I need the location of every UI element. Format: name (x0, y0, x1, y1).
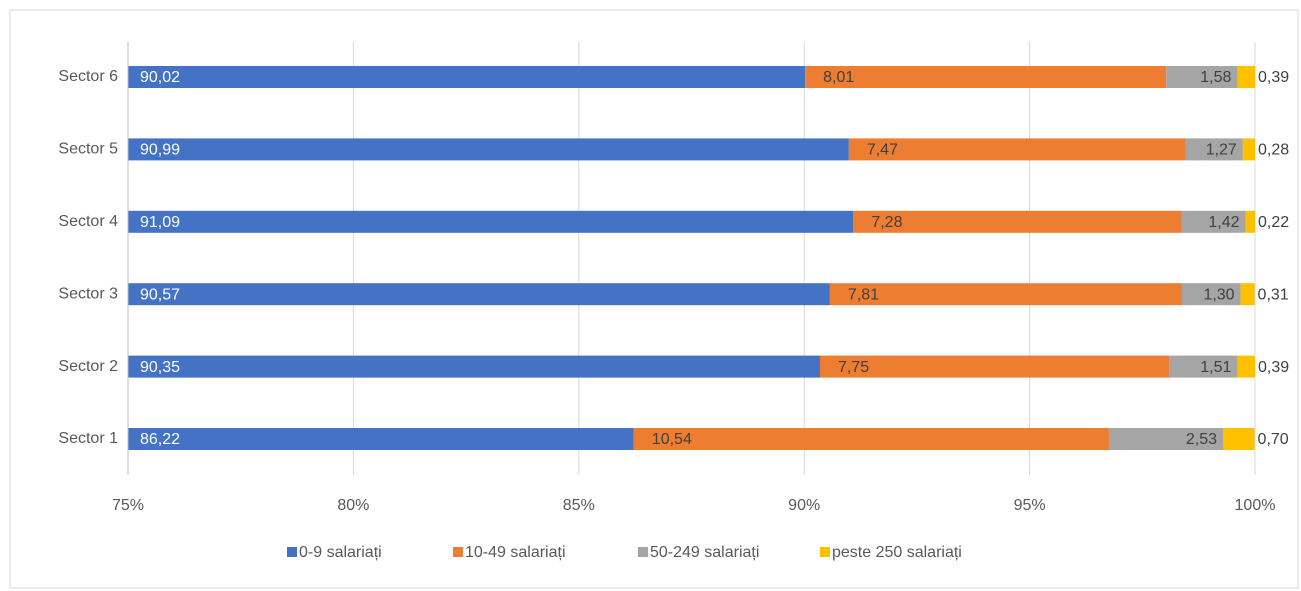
bar-segment (1181, 210, 1246, 233)
data-label: 0,70 (1258, 431, 1289, 448)
data-label: 7,28 (871, 214, 902, 231)
bar-segment (1169, 355, 1238, 378)
bar-segment (1181, 283, 1241, 306)
bar-segment (1166, 66, 1238, 88)
data-label: 1,30 (1203, 286, 1234, 303)
bar-segment (1237, 66, 1255, 88)
data-label: 91,09 (140, 214, 180, 231)
bar-segment (819, 355, 1170, 378)
data-label: 90,99 (140, 142, 180, 159)
y-tick-label: Sector 5 (58, 141, 118, 158)
data-label: 1,58 (1200, 69, 1231, 86)
bar-segment (1240, 283, 1255, 306)
bar-segment (128, 138, 849, 161)
bar-segment (128, 428, 634, 450)
data-label: 86,22 (140, 431, 180, 448)
y-tick-label: Sector 4 (58, 213, 118, 230)
legend-label: 10-49 salariați (465, 544, 566, 561)
data-label: 0,22 (1258, 214, 1289, 231)
data-label: 1,27 (1206, 142, 1237, 159)
bar-segment (633, 428, 1109, 450)
data-label: 0,39 (1258, 69, 1289, 86)
data-label: 10,54 (652, 431, 692, 448)
x-tick-label: 75% (112, 497, 144, 514)
bar-segment (848, 138, 1186, 161)
data-label: 90,35 (140, 359, 180, 376)
data-label: 1,42 (1208, 214, 1239, 231)
bar-segment (128, 283, 830, 306)
data-label: 0,31 (1258, 286, 1289, 303)
bar-segment (128, 355, 820, 378)
x-tick-label: 90% (788, 497, 820, 514)
data-label: 7,81 (848, 286, 879, 303)
y-tick-label: Sector 1 (58, 430, 118, 447)
bar-segment (1237, 355, 1255, 378)
data-label: 7,47 (867, 142, 898, 159)
bar-segment (128, 210, 854, 233)
bars (128, 66, 1255, 450)
legend-label: peste 250 salariați (832, 544, 962, 561)
legend-label: 0-9 salariați (299, 544, 382, 561)
legend-swatch (820, 547, 830, 557)
data-label: 90,02 (140, 69, 180, 86)
legend-swatch (453, 547, 463, 557)
legend-swatch (638, 547, 648, 557)
data-label: 2,53 (1186, 431, 1217, 448)
bar-segment (805, 66, 1167, 88)
legend-swatch (287, 547, 297, 557)
bar-segment (128, 66, 806, 88)
x-tick-label: 85% (563, 497, 595, 514)
data-label: 0,39 (1258, 359, 1289, 376)
y-tick-label: Sector 2 (58, 358, 118, 375)
y-tick-label: Sector 3 (58, 285, 118, 302)
bar-segment (1245, 210, 1255, 233)
data-label: 1,51 (1200, 359, 1231, 376)
data-label: 0,28 (1258, 142, 1289, 159)
data-label: 8,01 (823, 69, 854, 86)
bar-segment (1222, 428, 1255, 450)
x-tick-label: 95% (1014, 497, 1046, 514)
data-label: 7,75 (838, 359, 869, 376)
y-tick-label: Sector 6 (58, 68, 118, 85)
bar-segment (1185, 138, 1243, 161)
bar-segment (853, 210, 1182, 233)
data-label: 90,57 (140, 286, 180, 303)
legend-label: 50-249 salariați (650, 544, 759, 561)
bar-segment (829, 283, 1182, 306)
x-tick-label: 80% (337, 497, 369, 514)
bar-segment (1242, 138, 1255, 161)
bar-segment (1108, 428, 1223, 450)
x-tick-label: 100% (1235, 497, 1276, 514)
